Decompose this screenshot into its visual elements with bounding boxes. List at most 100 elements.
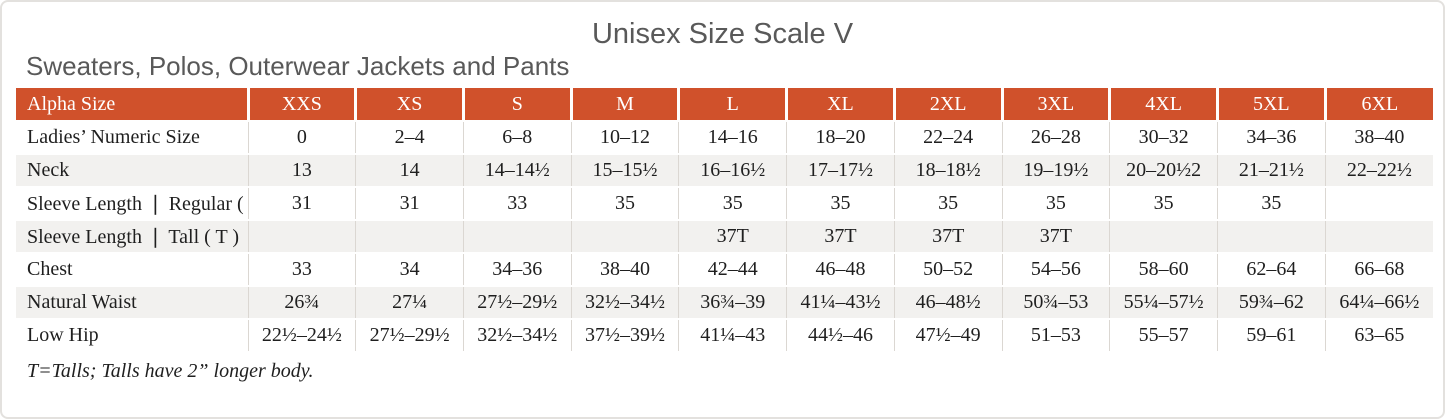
size-cell-2xl-ladies-numeric-size: 22–24 xyxy=(893,120,1003,154)
size-cell-2xl-natural-waist: 46–48½ xyxy=(893,285,1003,319)
size-table: Alpha Size XXS XS S M L XL 2XL 3XL 4XL 5XL 6XL Ladi… xyxy=(16,88,1433,351)
size-cell-m-sleeve-length-regular-r: 35 xyxy=(570,186,679,220)
size-cell-s-neck: 14–14½ xyxy=(462,153,572,187)
size-cell-6xl-neck: 22–22½ xyxy=(1324,153,1433,187)
size-cell-l-low-hip: 41¼–43 xyxy=(678,318,787,351)
size-table-header: Alpha Size XXS XS S M L XL 2XL 3XL 4XL 5XL 6XL xyxy=(16,88,1433,121)
column-header-alpha-size: Alpha Size xyxy=(16,88,248,121)
column-header-xs: XS xyxy=(354,88,464,121)
size-cell-3xl-natural-waist: 50¾–53 xyxy=(1001,285,1110,319)
table-row-chest: Chest 33 34 34–36 38–40 42–44 46–48 50–52 54–56 5… xyxy=(16,252,1433,286)
header-row: Alpha Size XXS XS S M L XL 2XL 3XL 4XL 5XL 6XL xyxy=(16,88,1433,121)
size-cell-xs-ladies-numeric-size: 2–4 xyxy=(355,120,464,154)
size-cell-xxs-ladies-numeric-size: 0 xyxy=(247,120,356,154)
table-row-sleeve-length-tall-t: Sleeve Length ❘ Tall ( T ) 37T 37T 37T 37T xyxy=(16,219,1433,253)
size-cell-s-natural-waist: 27½–29½ xyxy=(462,285,572,319)
size-cell-5xl-neck: 21–21½ xyxy=(1216,153,1326,187)
column-header-3xl: 3XL xyxy=(1000,88,1110,121)
size-cell-4xl-sleeve-length-tall-t xyxy=(1109,219,1218,253)
column-header-5xl: 5XL xyxy=(1215,88,1326,121)
size-cell-6xl-low-hip: 63–65 xyxy=(1324,318,1433,351)
size-cell-6xl-sleeve-length-tall-t xyxy=(1324,219,1433,253)
size-cell-s-chest: 34–36 xyxy=(462,252,572,286)
size-cell-xl-sleeve-length-regular-r: 35 xyxy=(786,186,895,220)
size-cell-2xl-sleeve-length-tall-t: 37T xyxy=(893,219,1003,253)
size-cell-xxs-sleeve-length-tall-t xyxy=(247,219,356,253)
size-cell-m-chest: 38–40 xyxy=(570,252,679,286)
size-cell-xxs-sleeve-length-regular-r: 31 xyxy=(247,186,356,220)
row-label: Natural Waist xyxy=(16,285,248,319)
size-cell-5xl-sleeve-length-regular-r: 35 xyxy=(1216,186,1326,220)
row-label: Low Hip xyxy=(16,318,248,351)
size-cell-l-sleeve-length-regular-r: 35 xyxy=(678,186,787,220)
size-cell-xxs-chest: 33 xyxy=(247,252,356,286)
row-label: Sleeve Length ❘ Regular ( R ) xyxy=(16,186,248,220)
size-cell-4xl-ladies-numeric-size: 30–32 xyxy=(1109,120,1218,154)
column-header-m: M xyxy=(569,88,679,121)
size-cell-xs-natural-waist: 27¼ xyxy=(355,285,464,319)
size-cell-xl-sleeve-length-tall-t: 37T xyxy=(786,219,895,253)
column-header-2xl: 2XL xyxy=(892,88,1003,121)
size-cell-s-sleeve-length-regular-r: 33 xyxy=(462,186,572,220)
size-cell-3xl-chest: 54–56 xyxy=(1001,252,1110,286)
size-cell-m-sleeve-length-tall-t xyxy=(570,219,679,253)
table-row-natural-waist: Natural Waist 26¾ 27¼ 27½–29½ 32½–34½ 36¾–39 4… xyxy=(16,285,1433,319)
row-label: Neck xyxy=(16,153,248,187)
size-cell-5xl-natural-waist: 59¾–62 xyxy=(1216,285,1326,319)
row-label: Chest xyxy=(16,252,248,286)
size-cell-5xl-sleeve-length-tall-t xyxy=(1216,219,1326,253)
size-cell-6xl-natural-waist: 64¼–66½ xyxy=(1324,285,1433,319)
size-cell-6xl-sleeve-length-regular-r xyxy=(1324,186,1433,220)
table-row-neck: Neck 13 14 14–14½ 15–15½ 16–16½ 17–17½ 18–18½ 19… xyxy=(16,153,1433,187)
size-cell-4xl-neck: 20–20½2 xyxy=(1109,153,1218,187)
size-cell-3xl-low-hip: 51–53 xyxy=(1001,318,1110,351)
size-cell-xxs-neck: 13 xyxy=(247,153,356,187)
size-cell-2xl-sleeve-length-regular-r: 35 xyxy=(893,186,1003,220)
size-cell-3xl-sleeve-length-tall-t: 37T xyxy=(1001,219,1110,253)
size-cell-3xl-neck: 19–19½ xyxy=(1001,153,1110,187)
column-header-s: S xyxy=(461,88,572,121)
size-cell-4xl-chest: 58–60 xyxy=(1109,252,1218,286)
row-label: Ladies’ Numeric Size xyxy=(16,120,248,154)
size-cell-l-natural-waist: 36¾–39 xyxy=(678,285,787,319)
size-cell-xs-neck: 14 xyxy=(355,153,464,187)
size-cell-m-ladies-numeric-size: 10–12 xyxy=(570,120,679,154)
size-cell-xs-sleeve-length-tall-t xyxy=(355,219,464,253)
size-cell-2xl-low-hip: 47½–49 xyxy=(893,318,1003,351)
size-cell-s-ladies-numeric-size: 6–8 xyxy=(462,120,572,154)
size-cell-xl-neck: 17–17½ xyxy=(786,153,895,187)
size-cell-l-chest: 42–44 xyxy=(678,252,787,286)
table-row-low-hip: Low Hip 22½–24½ 27½–29½ 32½–34½ 37½–39½ 41¼–4… xyxy=(16,318,1433,351)
column-header-4xl: 4XL xyxy=(1108,88,1218,121)
row-label: Sleeve Length ❘ Tall ( T ) xyxy=(16,219,248,253)
size-cell-2xl-neck: 18–18½ xyxy=(893,153,1003,187)
size-cell-5xl-ladies-numeric-size: 34–36 xyxy=(1216,120,1326,154)
size-cell-5xl-low-hip: 59–61 xyxy=(1216,318,1326,351)
size-cell-xl-natural-waist: 41¼–43½ xyxy=(786,285,895,319)
size-cell-s-low-hip: 32½–34½ xyxy=(462,318,572,351)
size-cell-l-neck: 16–16½ xyxy=(678,153,787,187)
table-row-sleeve-length-regular-r: Sleeve Length ❘ Regular ( R )31313335353… xyxy=(16,186,1433,220)
size-cell-2xl-chest: 50–52 xyxy=(893,252,1003,286)
page-subtitle: Sweaters, Polos, Outerwear Jackets and P… xyxy=(26,51,570,81)
size-cell-xxs-natural-waist: 26¾ xyxy=(247,285,356,319)
size-cell-4xl-low-hip: 55–57 xyxy=(1109,318,1218,351)
size-cell-l-sleeve-length-tall-t: 37T xyxy=(678,219,787,253)
size-cell-5xl-chest: 62–64 xyxy=(1216,252,1326,286)
page-title: Unisex Size Scale V xyxy=(591,18,854,50)
size-cell-6xl-chest: 66–68 xyxy=(1324,252,1433,286)
size-cell-3xl-ladies-numeric-size: 26–28 xyxy=(1001,120,1110,154)
size-cell-l-ladies-numeric-size: 14–16 xyxy=(678,120,787,154)
size-cell-xxs-low-hip: 22½–24½ xyxy=(247,318,356,351)
size-cell-xs-low-hip: 27½–29½ xyxy=(355,318,464,351)
table-row-ladies-numeric-size: Ladies’ Numeric Size 0 2–4 6–8 10–12 14–16 18–… xyxy=(16,120,1433,154)
size-cell-xl-chest: 46–48 xyxy=(786,252,895,286)
size-cell-s-sleeve-length-tall-t xyxy=(462,219,572,253)
size-cell-6xl-ladies-numeric-size: 38–40 xyxy=(1324,120,1433,154)
size-cell-xl-ladies-numeric-size: 18–20 xyxy=(786,120,895,154)
column-header-xl: XL xyxy=(785,88,895,121)
size-cell-4xl-sleeve-length-regular-r: 35 xyxy=(1109,186,1218,220)
size-cell-3xl-sleeve-length-regular-r: 35 xyxy=(1001,186,1110,220)
footnote: T=Talls; Talls have 2” longer body. xyxy=(27,360,314,382)
